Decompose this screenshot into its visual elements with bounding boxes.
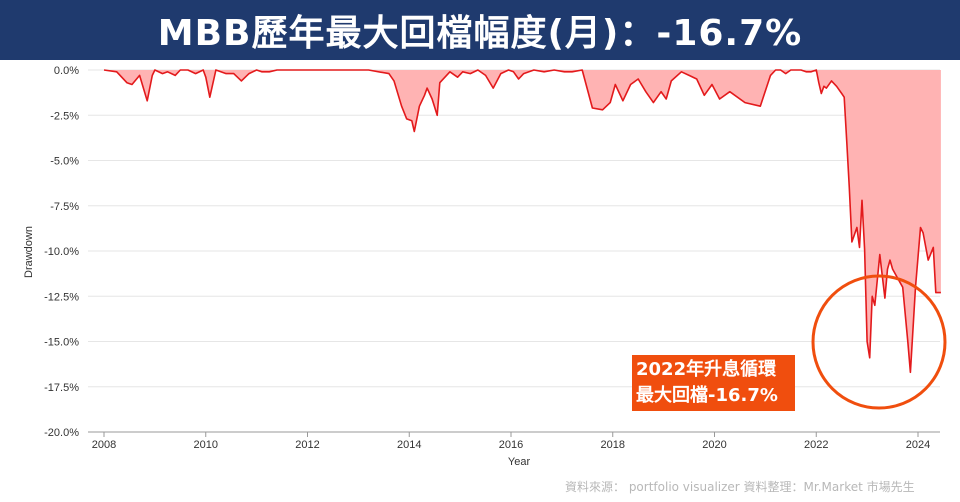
y-tick-label: -10.0% <box>44 246 79 258</box>
y-tick-label: -5.0% <box>50 156 79 168</box>
page-title: MBB歷年最大回檔幅度(月)：-16.7% <box>157 13 803 54</box>
title-banner: MBB歷年最大回檔幅度(月)：-16.7% <box>0 0 960 60</box>
x-tick-label: 2014 <box>397 439 421 451</box>
x-tick-label: 2018 <box>601 439 625 451</box>
y-tick-label: -17.5% <box>44 382 79 394</box>
source-note: 資料來源： portfolio visualizer 資料整理：Mr.Marke… <box>565 480 915 494</box>
y-tick-label: -20.0% <box>44 427 79 439</box>
y-tick-label: -12.5% <box>44 291 79 303</box>
y-axis-label: Drawdown <box>23 226 35 278</box>
x-axis-label: Year <box>508 456 531 468</box>
grid-lines <box>88 69 940 433</box>
y-axis-ticks: 0.0% -2.5% -5.0% -7.5% -10.0% -12.5% -15.0% -17… <box>44 65 79 439</box>
drawdown-line <box>103 69 941 374</box>
x-tick-label: 2024 <box>906 439 930 451</box>
x-tick-label: 2016 <box>499 439 523 451</box>
x-tick-label: 2010 <box>194 439 218 451</box>
y-tick-label: -7.5% <box>50 201 79 213</box>
drawdown-area <box>104 70 941 373</box>
y-tick-label: -15.0% <box>44 337 79 349</box>
x-tick-label: 2022 <box>804 439 828 451</box>
callout-line-2: 最大回檔-16.7% <box>636 385 778 406</box>
x-tick-label: 2020 <box>702 439 726 451</box>
y-tick-label: 0.0% <box>54 65 79 77</box>
x-axis-ticks: 2008 2010 2012 2014 2016 2018 2020 2022 2024 <box>92 432 930 451</box>
callout-box: 2022年升息循環 最大回檔-16.7% <box>632 355 795 411</box>
x-tick-label: 2008 <box>92 439 116 451</box>
callout-line-1: 2022年升息循環 <box>636 359 777 380</box>
highlight-circle <box>811 274 947 410</box>
x-tick-label: 2012 <box>295 439 319 451</box>
y-tick-label: -2.5% <box>50 110 79 122</box>
